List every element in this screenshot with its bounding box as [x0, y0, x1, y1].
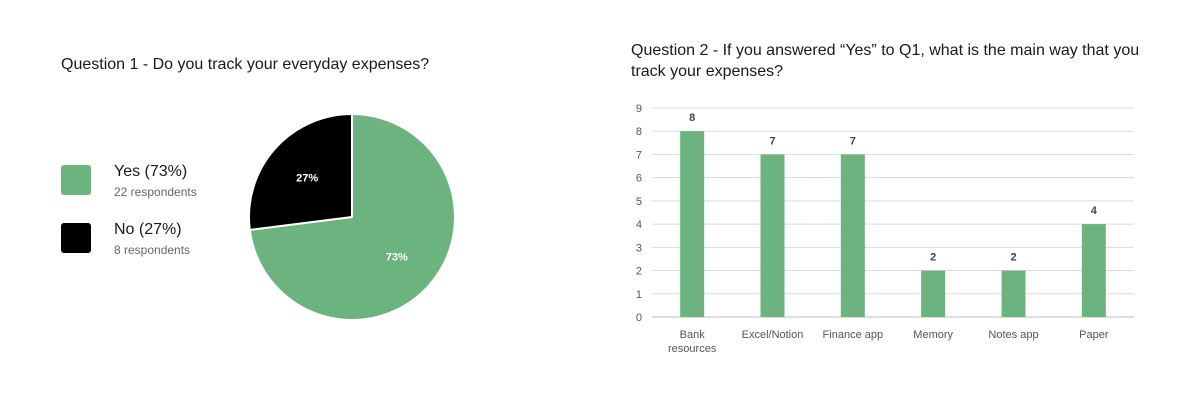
y-tick-label: 9: [636, 103, 642, 115]
bar-bank-resources: [680, 131, 705, 317]
bar-paper: [1081, 224, 1106, 317]
bar-value-label: 7: [769, 135, 775, 147]
pie-slice-label-no: 27%: [296, 172, 318, 184]
y-tick-label: 8: [636, 126, 642, 138]
x-tick-label: Notes app: [988, 329, 1038, 341]
question-1-title: Question 1 - Do you track your everyday …: [61, 56, 430, 73]
x-tick-label: Excel/Notion: [742, 329, 804, 341]
pie-slice-label-yes: 73%: [386, 252, 408, 264]
bar-excel-notion: [760, 154, 785, 317]
bar-chart: 0 1 2 3 4 5 6 7 8 9 8 Bank resources 7 Excel/Notion 7 Fi…: [636, 103, 1134, 355]
bar-finance-app: [840, 154, 865, 317]
x-tick-label: Paper: [1079, 329, 1109, 341]
x-tick-label: Bank resources: [668, 329, 717, 355]
legend-swatch-no: [61, 223, 91, 253]
y-tick-label: 2: [636, 266, 642, 278]
y-tick-label: 5: [636, 196, 642, 208]
question-2-title: Question 2 - If you answered “Yes” to Q1…: [631, 42, 1140, 80]
legend-label-no: No (27%): [114, 221, 182, 238]
bar-value-label: 2: [1010, 252, 1016, 264]
pie-chart: 73% 27%: [248, 112, 456, 321]
y-tick-label: 7: [636, 149, 642, 161]
bar-value-label: 7: [850, 135, 856, 147]
y-tick-label: 6: [636, 173, 642, 185]
pie-slice-no: [248, 112, 353, 232]
legend-label-yes: Yes (73%): [114, 163, 188, 180]
bar-notes-app: [1001, 270, 1026, 317]
y-tick-label: 1: [636, 289, 642, 301]
bar-value-label: 2: [930, 252, 936, 264]
y-tick-label: 0: [636, 312, 642, 324]
bar-value-label: 8: [689, 112, 695, 124]
legend-respondents-yes: 22 respondents: [114, 185, 197, 199]
y-tick-label: 4: [636, 219, 642, 231]
bar-value-label: 4: [1091, 205, 1098, 217]
legend-swatch-yes: [61, 165, 91, 195]
y-tick-label: 3: [636, 242, 642, 254]
bar-memory: [921, 270, 946, 317]
x-tick-label: Memory: [913, 329, 953, 341]
x-tick-label: Finance app: [823, 329, 884, 341]
legend-respondents-no: 8 respondents: [114, 243, 191, 257]
